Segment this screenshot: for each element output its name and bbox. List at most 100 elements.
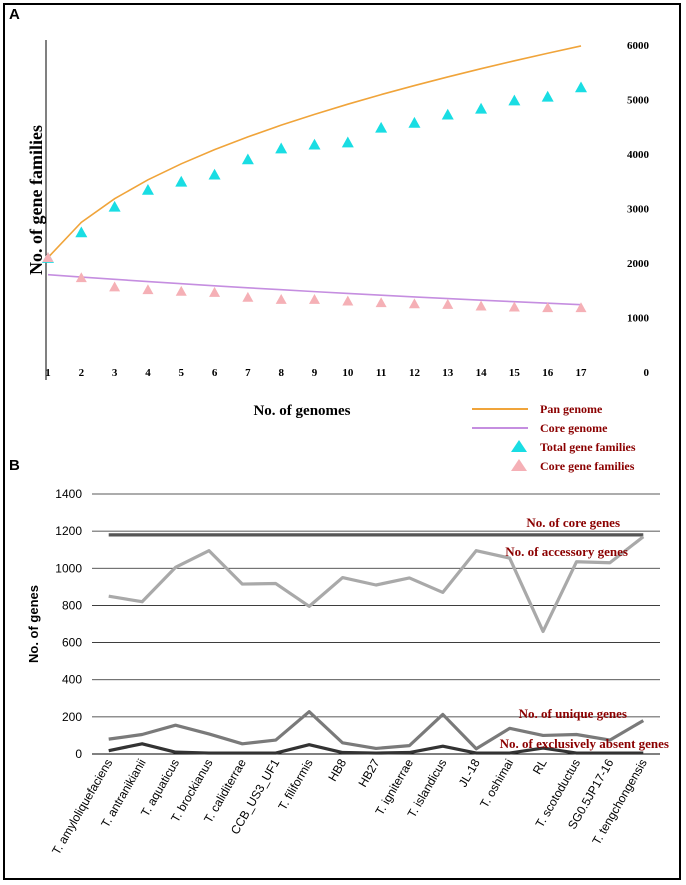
core-gene-families-point (475, 300, 487, 311)
total-gene-families-point (241, 153, 254, 165)
core-gene-families-point (575, 302, 587, 313)
total-gene-families-point (441, 108, 454, 120)
y-axis-title-a: No. of gene families (26, 125, 46, 275)
x-tick-label-a: 15 (509, 367, 521, 379)
x-tick-label-a: 5 (179, 367, 185, 379)
total-gene-families-point (175, 175, 188, 187)
panel-label-a: A (9, 6, 20, 23)
y-tick-label-b: 1400 (55, 487, 82, 501)
y-tick-label-a: 4000 (627, 149, 650, 161)
core-gene-families-point (442, 298, 454, 309)
x-tick-label-b: T. oshimai (477, 757, 516, 811)
core-gene-families-point (42, 252, 54, 262)
x-tick-label-a: 8 (278, 367, 284, 379)
core-gene-families-point (275, 294, 287, 304)
series-group-b (108, 533, 645, 755)
total-gene-families-point (308, 138, 321, 150)
y-tick-label-b: 800 (62, 598, 82, 612)
x-tick-label-a: 2 (79, 367, 85, 379)
y-tick-labels-a: 0 1000 2000 3000 4000 5000 6000 (627, 40, 650, 379)
core-gene-families-point (209, 286, 221, 297)
total-gene-families-point (375, 121, 388, 133)
y-tick-label-b: 200 (62, 710, 82, 724)
y-tick-label-b: 1200 (55, 524, 82, 538)
x-tick-label-a: 11 (376, 367, 386, 379)
pan-genome-curve (47, 45, 582, 259)
unique-genes-line (108, 710, 645, 751)
total-gene-families-point (508, 94, 521, 106)
core-gene-families-point (175, 285, 187, 296)
legend-a: Pan genome Core genome Total gene famili… (472, 402, 636, 473)
x-tick-label-a: 12 (409, 367, 421, 379)
y-tick-label-a: 5000 (627, 95, 650, 107)
y-tick-label-b: 400 (62, 673, 82, 687)
y-axis-title-b: No. of genes (26, 585, 41, 663)
total-gene-families-point (541, 90, 554, 102)
total-gene-families-point (75, 226, 88, 238)
x-tick-label-b: JL-18 (456, 756, 483, 789)
legend-pan-genome-label: Pan genome (540, 402, 603, 416)
x-tick-label-a: 6 (212, 367, 218, 379)
x-tick-label-a: 13 (442, 367, 454, 379)
x-tick-labels-a: 1 2 3 4 5 6 7 8 9 10 11 12 13 14 15 16 17 (45, 367, 587, 379)
legend-core-gene-families-label: Core gene families (540, 459, 635, 473)
core-gene-families-point (542, 302, 554, 313)
core-gene-families-point (375, 297, 387, 308)
accessory-genes-line (108, 535, 645, 634)
y-tick-label-a: 3000 (627, 204, 650, 216)
core-gene-families-point (508, 301, 520, 312)
y-tick-label-b: 1000 (55, 561, 82, 575)
x-tick-label-a: 4 (145, 367, 151, 379)
core-gene-families-point (109, 281, 121, 292)
total-gene-families-point (208, 168, 221, 180)
x-axis-title-a: No. of genomes (253, 403, 350, 419)
y-tick-label-a: 6000 (627, 40, 650, 52)
core-gene-families-point (342, 295, 354, 306)
panel-b-gene-counts-chart: B 0 200 400 600 800 1000 1200 1400 No. of genes… (9, 457, 669, 857)
legend-core-genome-label: Core genome (540, 421, 608, 435)
exclusively-absent-genes-line (108, 742, 644, 755)
x-tick-label-b: T. amyloliquefaciens (49, 757, 115, 858)
legend-core-gene-families-marker (511, 459, 527, 471)
core-gene-families-point (75, 272, 87, 283)
legend-total-gene-families-label: Total gene families (540, 440, 636, 454)
y-tick-labels-b: 0 200 400 600 800 1000 1200 1400 (55, 487, 82, 761)
x-tick-label-a: 1 (45, 367, 51, 379)
accessory-genes-series-label: No. of accessory genes (505, 544, 628, 559)
gridlines-b (92, 493, 660, 718)
x-tick-label-a: 7 (245, 367, 251, 379)
unique-genes-series-label: No. of unique genes (519, 706, 627, 721)
x-tick-label-a: 10 (342, 367, 354, 379)
x-tick-label-b: HB27 (355, 756, 382, 789)
core-gene-families-point (142, 284, 154, 295)
x-tick-label-a: 9 (312, 367, 318, 379)
core-genes-series-label: No. of core genes (526, 515, 620, 530)
y-tick-label-b: 0 (75, 747, 82, 761)
y-tick-label-a: 0 (644, 367, 650, 379)
x-tick-label-a: 3 (112, 367, 118, 379)
total-gene-families-point (141, 183, 154, 195)
x-tick-label-a: 16 (542, 367, 554, 379)
panel-label-b: B (9, 457, 20, 474)
panel-a-pan-core-chart: A 1 2 3 4 5 6 7 8 9 10 11 12 13 14 15 16 17 010002000300… (9, 6, 650, 473)
absent-genes-series-label: No. of exclusively absent genes (500, 736, 669, 751)
core-gene-families-point (408, 298, 420, 309)
legend-total-gene-families-marker (511, 440, 527, 452)
x-tick-label-b: RL (530, 756, 550, 777)
core-gene-families-point (309, 294, 320, 304)
x-tick-label-a: 14 (476, 367, 488, 379)
series-group-a (42, 45, 587, 313)
y-tick-label-a: 1000 (627, 313, 650, 325)
core-gene-families-point (242, 291, 254, 302)
x-tick-label-a: 17 (576, 367, 588, 379)
total-gene-families-point (475, 102, 488, 114)
total-gene-families-point (575, 81, 587, 93)
total-gene-families-point (275, 142, 288, 154)
y-tick-label-b: 600 (62, 636, 82, 650)
total-gene-families-point (408, 116, 421, 128)
y-tick-label-a: 2000 (627, 258, 650, 270)
core-genome-curve (47, 273, 582, 306)
total-gene-families-point (108, 200, 121, 212)
